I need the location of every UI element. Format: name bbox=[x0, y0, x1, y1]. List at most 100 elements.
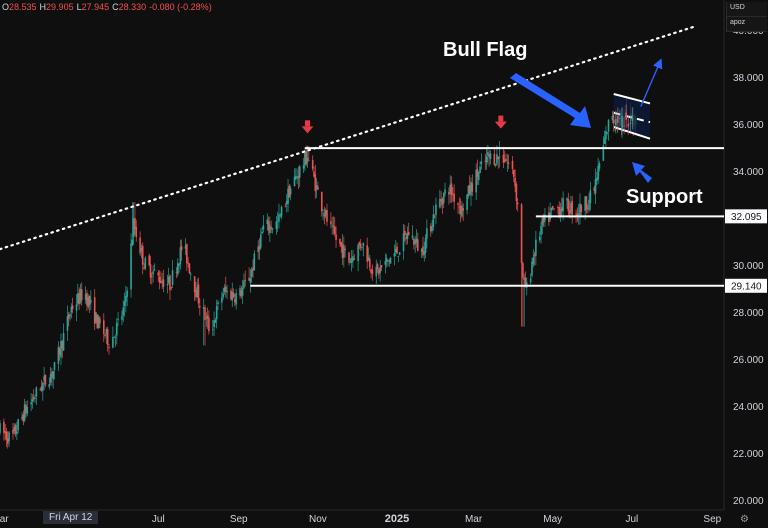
candle bbox=[157, 269, 160, 282]
candle bbox=[179, 239, 182, 270]
candle bbox=[413, 238, 415, 250]
candle bbox=[42, 381, 44, 401]
candle bbox=[0, 420, 1, 436]
currency-panel[interactable]: USD apoz bbox=[726, 2, 767, 32]
candle bbox=[112, 326, 114, 349]
candle bbox=[502, 146, 505, 168]
price-tick-label: 22.000 bbox=[733, 449, 764, 460]
candle bbox=[311, 155, 314, 171]
time-tick-label: Jul bbox=[152, 514, 165, 525]
bull-flag-annotation[interactable]: Bull Flag bbox=[443, 39, 528, 61]
currency-selector[interactable]: USD bbox=[727, 2, 767, 17]
candle bbox=[234, 294, 236, 307]
candle bbox=[267, 216, 270, 236]
dotted-trendline[interactable] bbox=[0, 24, 698, 251]
candle bbox=[484, 153, 487, 170]
candle bbox=[230, 288, 232, 301]
candle bbox=[61, 339, 64, 359]
candle bbox=[511, 156, 514, 175]
candle bbox=[522, 261, 524, 327]
support-annotation[interactable]: Support bbox=[626, 186, 703, 208]
candle bbox=[226, 284, 228, 300]
candle bbox=[349, 257, 352, 264]
candle bbox=[315, 178, 318, 198]
candle bbox=[606, 131, 609, 136]
time-axis[interactable]: MaryJulSepNov2025MarMayJulSep bbox=[0, 513, 722, 525]
candle bbox=[385, 254, 388, 268]
support-arrow-icon[interactable] bbox=[632, 162, 652, 183]
candle bbox=[566, 197, 568, 209]
candle bbox=[488, 150, 490, 167]
candle bbox=[561, 197, 563, 217]
candle bbox=[31, 393, 34, 409]
settings-gear-icon[interactable]: ⚙ bbox=[740, 514, 749, 525]
candle bbox=[440, 191, 442, 209]
candle bbox=[366, 237, 368, 269]
candle bbox=[135, 219, 138, 242]
candle bbox=[96, 313, 99, 329]
candle bbox=[352, 250, 354, 268]
candle bbox=[35, 386, 38, 406]
candle bbox=[476, 159, 479, 185]
candle bbox=[123, 292, 126, 317]
candle bbox=[402, 223, 405, 260]
candle bbox=[77, 283, 79, 306]
candle bbox=[57, 341, 60, 372]
candle bbox=[444, 182, 446, 197]
flag-bottom-line[interactable] bbox=[613, 125, 651, 140]
candle bbox=[6, 431, 9, 449]
candle bbox=[588, 192, 590, 213]
time-tick-label: Nov bbox=[309, 514, 327, 525]
candle bbox=[44, 374, 47, 388]
flag-top-line[interactable] bbox=[613, 93, 651, 105]
down-arrow-marker-icon[interactable] bbox=[494, 115, 507, 129]
candle bbox=[51, 368, 53, 387]
candle bbox=[320, 191, 323, 217]
candle bbox=[396, 242, 398, 254]
candle bbox=[87, 293, 90, 310]
candle bbox=[3, 418, 5, 441]
candle bbox=[442, 192, 445, 209]
candle bbox=[289, 185, 292, 201]
candle bbox=[97, 314, 100, 330]
candle bbox=[106, 326, 109, 352]
candle bbox=[388, 258, 391, 267]
candle bbox=[115, 318, 118, 345]
candle bbox=[258, 237, 261, 260]
candle bbox=[70, 303, 73, 319]
unit-selector[interactable]: apoz bbox=[727, 17, 767, 32]
candle bbox=[257, 240, 260, 260]
price-tick-label: 28.000 bbox=[733, 308, 764, 319]
candle bbox=[259, 228, 262, 250]
candle bbox=[148, 253, 151, 267]
candle bbox=[593, 185, 596, 195]
candle bbox=[551, 205, 554, 211]
candle bbox=[86, 289, 88, 312]
candle bbox=[122, 300, 125, 323]
candle bbox=[467, 184, 470, 199]
candle bbox=[160, 271, 162, 284]
down-arrow-marker-icon[interactable] bbox=[301, 120, 314, 134]
candle bbox=[13, 423, 16, 435]
candle bbox=[252, 259, 254, 278]
candle bbox=[359, 239, 362, 251]
flag-candle bbox=[612, 111, 615, 132]
drawings[interactable] bbox=[0, 24, 724, 287]
candle bbox=[206, 307, 209, 330]
breakout-arrow-icon[interactable] bbox=[640, 58, 663, 107]
candle bbox=[187, 256, 189, 268]
candle bbox=[422, 236, 424, 259]
candle bbox=[134, 202, 136, 236]
bull-flag-arrow-icon[interactable] bbox=[510, 73, 591, 128]
candle bbox=[5, 427, 8, 448]
candle bbox=[433, 214, 436, 219]
candle bbox=[114, 334, 117, 347]
price-tick-label: 20.000 bbox=[733, 496, 764, 507]
candle bbox=[244, 270, 247, 287]
candle bbox=[416, 232, 419, 252]
candle bbox=[275, 216, 278, 235]
candle bbox=[597, 157, 599, 184]
candle bbox=[571, 195, 573, 224]
candle bbox=[208, 310, 210, 335]
